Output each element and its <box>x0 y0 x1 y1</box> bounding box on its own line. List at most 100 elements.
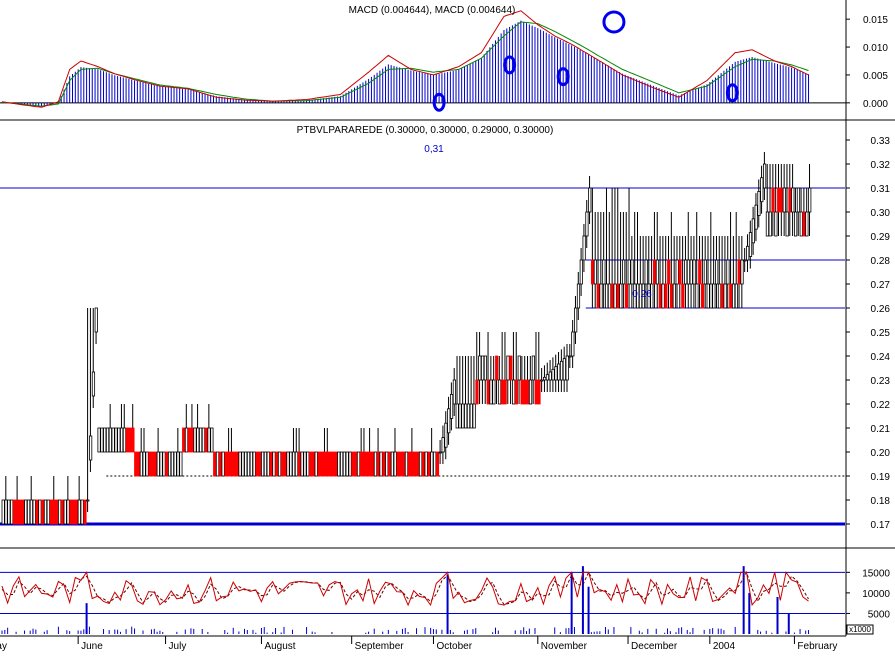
price-bar-body <box>167 451 172 477</box>
price-bar-body <box>424 451 428 477</box>
macd-signal-line <box>1 21 809 107</box>
macd-panel: 0.015 0.010 0.005 0.000 MACD (0.004644), MA… <box>0 0 895 121</box>
price-bar-body <box>686 259 691 285</box>
price-bar-body <box>554 366 558 381</box>
x-tick-label: November <box>541 641 588 652</box>
price-bar-body <box>187 427 191 453</box>
price-bar-body <box>325 451 330 477</box>
price-tick-label: 0.31 <box>871 184 891 195</box>
price-bar-body <box>692 259 696 285</box>
price-bar-body <box>359 451 363 477</box>
price-bar-body <box>52 499 56 525</box>
price-bar-body <box>74 499 79 525</box>
price-bar-body <box>390 451 394 477</box>
price-bar-body <box>21 499 25 525</box>
price-bar-body <box>695 283 699 309</box>
price-bar-body <box>444 422 448 448</box>
price-bar-body <box>190 427 194 453</box>
price-bar-body <box>619 283 623 309</box>
price-bar-body <box>314 451 318 477</box>
price-bar-body <box>328 451 332 477</box>
price-bar-body <box>449 393 454 419</box>
price-bar-body <box>602 259 606 285</box>
price-bar-body <box>249 451 253 477</box>
price-bar-body <box>131 427 135 453</box>
price-bar-body <box>173 451 177 477</box>
price-bar-body <box>503 379 507 405</box>
unit-box <box>846 624 874 635</box>
price-bar-body <box>655 259 660 285</box>
price-bar-body <box>201 427 206 453</box>
price-bar-body <box>638 283 643 309</box>
price-bar-body <box>534 379 538 405</box>
volume-bars <box>1 566 810 634</box>
price-bar-body <box>15 499 19 525</box>
price-bar-body <box>599 283 603 309</box>
level-label-031: 0,31 <box>424 144 444 155</box>
price-bar-body <box>24 499 28 525</box>
price-bar-body <box>323 451 327 477</box>
macd-tick-label: 0.015 <box>863 15 888 26</box>
macd-marker-circle <box>556 67 570 87</box>
price-bar-body <box>58 499 62 525</box>
price-bar-body <box>475 379 479 405</box>
price-bar-body <box>421 451 425 477</box>
price-bar-body <box>371 451 375 477</box>
price-bars <box>1 152 812 525</box>
price-bar-body <box>165 451 169 477</box>
price-tick-label: 0.18 <box>871 496 891 507</box>
price-bar-body <box>354 451 358 477</box>
price-bar-body <box>41 499 45 525</box>
price-bar-body <box>715 259 719 285</box>
macd-tick-label: 0.010 <box>863 43 888 54</box>
price-bar-body <box>196 427 200 453</box>
price-bar-body <box>763 163 767 189</box>
price-bar-body <box>740 259 744 285</box>
price-bar-body <box>571 331 575 357</box>
x-tick-label: July <box>169 641 187 652</box>
price-bar-body <box>495 355 499 381</box>
price-bar-body <box>83 499 87 525</box>
price-bar-body <box>283 451 287 477</box>
price-bar-body <box>751 218 755 244</box>
price-bar-body <box>252 451 256 477</box>
price-bar-body <box>210 427 214 453</box>
price-bar-body <box>224 451 228 477</box>
price-bar-body <box>785 211 789 237</box>
price-bar-body <box>393 451 397 477</box>
volume-horizontal-lines <box>0 571 845 614</box>
price-bar-body <box>72 499 76 525</box>
price-bar-body <box>184 427 189 453</box>
price-bar-body <box>356 451 361 477</box>
price-bar-body <box>145 451 149 477</box>
price-bar-body <box>717 283 722 309</box>
price-bar-body <box>684 259 688 285</box>
price-bar-body <box>198 427 203 453</box>
price-bar-body <box>365 451 369 477</box>
price-bar-body <box>105 427 110 453</box>
price-tick-label: 0.23 <box>871 376 891 387</box>
price-bar-body <box>653 259 657 285</box>
x-tick-label: August <box>264 641 295 652</box>
price-bar-body <box>263 451 268 477</box>
price-bar-body <box>613 283 617 309</box>
price-bar-body <box>156 451 160 477</box>
price-tick-label: 0.24 <box>871 352 891 363</box>
macd-marker-circle <box>725 83 739 103</box>
price-tick-label: 0.27 <box>871 280 891 291</box>
price-bar-body <box>509 355 513 381</box>
x-tick-label: December <box>631 641 678 652</box>
price-bar-body <box>413 451 417 477</box>
price-bar-body <box>376 451 380 477</box>
price-bar-body <box>469 403 473 429</box>
price-tick-label: 0.30 <box>871 208 891 219</box>
macd-marker-circle <box>432 92 446 112</box>
price-bar-body <box>176 451 180 477</box>
price-bar-body <box>148 451 152 477</box>
price-bar-body <box>108 427 112 453</box>
price-bar-body <box>91 371 96 397</box>
price-bar-body <box>368 451 372 477</box>
price-bar-body <box>641 283 645 309</box>
macd-line <box>1 10 809 108</box>
price-bar-body <box>492 379 496 405</box>
